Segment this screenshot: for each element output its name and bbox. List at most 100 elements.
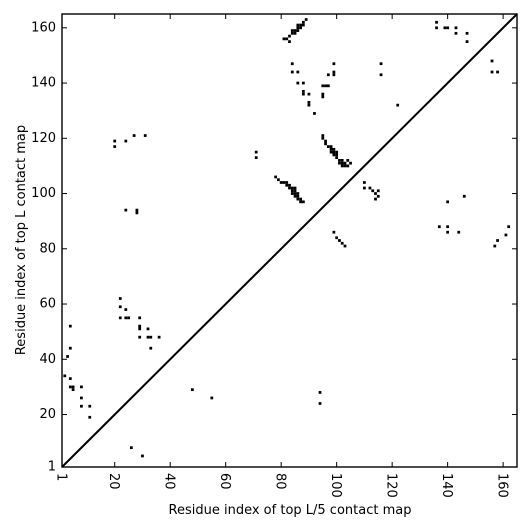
contact-point <box>338 159 341 162</box>
contact-point <box>446 26 450 30</box>
contact-point <box>138 316 142 320</box>
contact-point <box>307 92 311 96</box>
contact-point <box>113 139 117 143</box>
contact-point <box>343 164 347 168</box>
x-tick-label: 160 <box>495 473 510 498</box>
contact-point <box>63 374 67 378</box>
contact-point <box>254 156 258 160</box>
contact-point <box>340 161 344 165</box>
contact-point <box>118 305 122 309</box>
contact-point <box>293 186 297 190</box>
contact-point <box>135 208 139 212</box>
contact-point <box>296 81 300 85</box>
contact-point <box>296 29 300 32</box>
contact-point <box>299 197 302 201</box>
contact-point <box>138 335 142 339</box>
contact-point <box>132 134 136 137</box>
contact-point <box>326 145 330 148</box>
contact-point <box>376 189 380 193</box>
contact-point <box>135 211 139 215</box>
contact-point <box>496 70 499 74</box>
contact-point <box>290 29 294 32</box>
contact-point <box>143 134 147 137</box>
contact-point <box>66 355 69 358</box>
contact-point <box>465 40 469 43</box>
contact-point <box>71 388 75 392</box>
contact-point <box>290 31 294 35</box>
plot-area <box>61 13 518 468</box>
contact-point <box>80 396 83 400</box>
contact-point <box>329 147 333 151</box>
contact-point <box>124 139 128 143</box>
contact-point <box>290 62 294 66</box>
contact-point <box>285 37 289 41</box>
x-tick-label: 100 <box>328 473 343 498</box>
contact-point <box>338 161 341 165</box>
contact-point <box>301 200 305 204</box>
contact-point <box>326 73 330 77</box>
contact-point <box>191 388 194 392</box>
contact-point <box>490 59 494 63</box>
contact-point <box>113 145 117 148</box>
y-tick-label: 160 <box>31 20 56 35</box>
contact-point <box>321 95 325 99</box>
contact-point <box>299 26 302 30</box>
y-axis-label: Residue index of top L contact map <box>14 125 29 355</box>
x-tick-label: 20 <box>106 473 121 490</box>
diagonal-line <box>61 13 518 468</box>
contact-point <box>293 31 297 35</box>
contact-point <box>138 324 142 328</box>
contact-point <box>332 230 336 234</box>
contact-point <box>329 145 333 148</box>
contact-point <box>301 92 305 96</box>
contact-point <box>68 377 72 380</box>
contact-point <box>363 181 366 184</box>
contact-point <box>335 153 339 157</box>
contact-point <box>457 230 461 234</box>
contact-point <box>324 84 327 88</box>
contact-point <box>374 197 377 201</box>
contact-point <box>157 335 161 339</box>
contact-point <box>301 81 305 85</box>
y-tick-label: 100 <box>31 186 56 201</box>
contact-point <box>490 70 494 74</box>
contact-point <box>68 385 72 389</box>
contact-point <box>443 26 447 30</box>
contact-point <box>376 194 380 198</box>
contact-point <box>374 192 377 195</box>
contact-point <box>465 31 469 35</box>
contact-point <box>346 159 350 162</box>
contact-point <box>282 37 286 41</box>
x-tick-label: 140 <box>439 473 454 498</box>
x-tick-label: 80 <box>273 473 288 490</box>
contact-point <box>335 236 339 240</box>
contact-point <box>340 164 344 168</box>
contact-point <box>332 73 336 77</box>
contact-point <box>290 192 294 195</box>
contact-point <box>346 164 350 168</box>
contact-point <box>285 183 289 187</box>
contact-point <box>293 194 297 198</box>
contact-point <box>349 161 352 165</box>
y-tick-label: 140 <box>31 76 56 91</box>
y-tick-label: 1 <box>48 460 56 475</box>
contact-point <box>318 391 322 394</box>
contact-point <box>332 147 336 151</box>
contact-points <box>63 18 511 458</box>
x-axis-ticks: 1 20 40 60 80 100 120 140 160 <box>54 14 510 498</box>
contact-point <box>80 385 83 389</box>
contact-point <box>301 23 305 27</box>
contact-point <box>332 70 336 74</box>
contact-point <box>343 244 347 248</box>
contact-point <box>324 139 327 143</box>
contact-point <box>124 308 128 311</box>
contact-point <box>293 29 297 32</box>
contact-point <box>71 385 75 389</box>
contact-point <box>496 239 499 242</box>
contact-point <box>318 402 322 405</box>
contact-point <box>296 194 300 198</box>
contact-point <box>304 18 308 21</box>
contact-point <box>335 150 339 154</box>
contact-point <box>332 153 336 157</box>
